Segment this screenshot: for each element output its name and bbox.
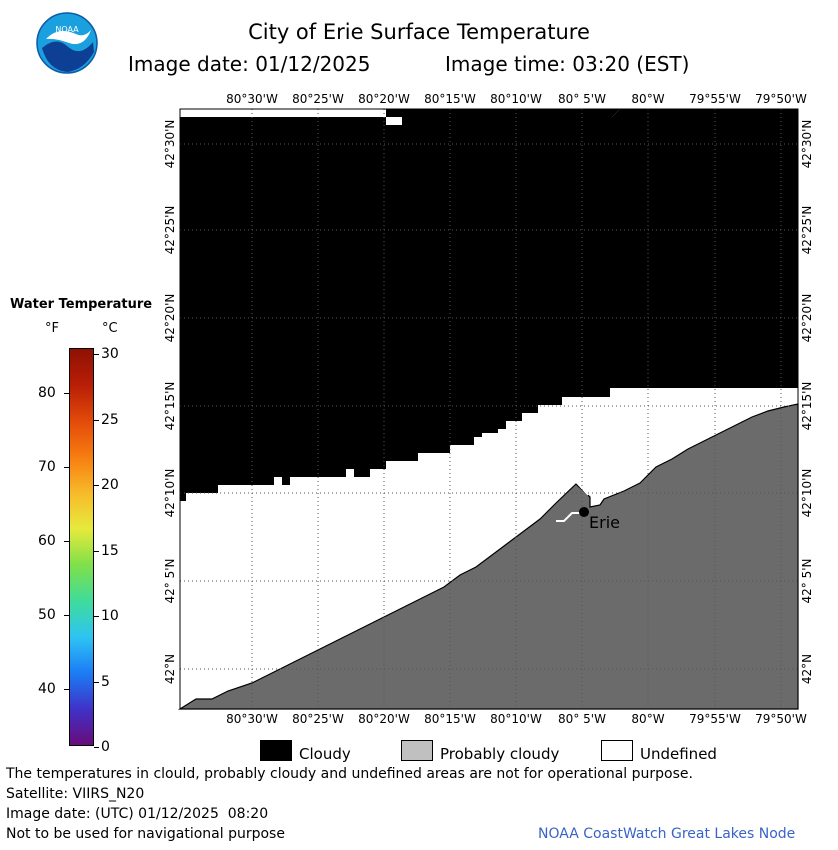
fahrenheit-tick-70: 70 — [38, 459, 56, 475]
celsius-tick-20: 20 — [101, 477, 119, 493]
cloud-mask-main — [180, 109, 798, 501]
satellite-text: Satellite: VIIRS_N20 — [6, 786, 145, 802]
shore-outline — [179, 480, 589, 708]
longitude-label-bottom-6: 80°W — [631, 712, 665, 726]
latitude-label-right-0: 42°30'N — [800, 119, 814, 169]
fahrenheit-tick-mark — [64, 467, 69, 468]
longitude-label-top-8: 79°50'W — [755, 92, 807, 106]
probably-cloudy-swatch — [401, 740, 433, 761]
legend-title: Water Temperature — [10, 297, 153, 312]
longitude-label-top-4: 80°10'W — [490, 92, 542, 106]
celsius-tick-10: 10 — [101, 608, 119, 624]
image-time: Image time: 03:20 (EST) — [445, 52, 690, 76]
celsius-tick-mark — [94, 681, 99, 683]
fahrenheit-tick-mark — [64, 393, 69, 394]
fahrenheit-tick-80: 80 — [38, 385, 56, 401]
map-frame — [179, 108, 799, 710]
longitude-label-top-5: 80° 5'W — [558, 92, 606, 106]
fahrenheit-tick-mark — [64, 615, 69, 616]
erie-city-marker — [579, 507, 589, 517]
latitude-label-right-6: 42°N — [800, 653, 814, 685]
latitude-label-left-2: 42°20'N — [163, 293, 177, 343]
latitude-label-left-1: 42°25'N — [163, 205, 177, 255]
page-title: City of Erie Surface Temperature — [248, 20, 590, 44]
longitude-label-top-7: 79°55'W — [689, 92, 741, 106]
longitude-label-bottom-3: 80°15'W — [424, 712, 476, 726]
latitude-label-right-3: 42°15'N — [800, 381, 814, 431]
celsius-tick-mark — [94, 485, 99, 486]
navigation-warning: Not to be used for navigational purpose — [6, 826, 285, 842]
fahrenheit-tick-50: 50 — [38, 607, 56, 623]
cloudy-swatch — [260, 740, 292, 761]
disclaimer-text: The temperatures in clould, probably clo… — [6, 766, 693, 782]
latitude-label-right-4: 42°10'N — [800, 468, 814, 518]
longitude-label-top-3: 80°15'W — [424, 92, 476, 106]
latitude-label-right-2: 42°20'N — [800, 293, 814, 343]
celsius-tick-5: 5 — [101, 673, 110, 690]
undefined-swatch — [601, 740, 633, 761]
undefined-label: Undefined — [640, 745, 717, 763]
harbor-spit — [556, 512, 584, 522]
celsius-tick-mark — [94, 550, 99, 552]
longitude-label-bottom-8: 79°50'W — [755, 712, 807, 726]
longitude-label-bottom-7: 79°55'W — [689, 712, 741, 726]
longitude-label-bottom-4: 80°10'W — [490, 712, 542, 726]
fahrenheit-tick-40: 40 — [38, 681, 56, 697]
latitude-label-left-6: 42°N — [163, 653, 177, 685]
graticule — [180, 109, 798, 709]
noaa-logo: NOAA — [36, 12, 98, 74]
color-scale-bar — [69, 348, 94, 746]
latitude-label-left-0: 42°30'N — [163, 119, 177, 169]
longitude-label-top-1: 80°25'W — [292, 92, 344, 106]
longitude-label-bottom-2: 80°20'W — [358, 712, 410, 726]
celsius-tick-30: 30 — [101, 346, 119, 362]
latitude-label-right-5: 42° 5'N — [800, 558, 814, 604]
fahrenheit-tick-mark — [64, 541, 69, 542]
fahrenheit-tick-60: 60 — [38, 533, 56, 549]
credit-link[interactable]: NOAA CoastWatch Great Lakes Node — [538, 826, 796, 842]
celsius-tick-15: 15 — [101, 542, 119, 559]
legend-unit-celsius: °C — [102, 321, 118, 336]
celsius-tick-mark — [94, 747, 99, 748]
latitude-label-right-1: 42°25'N — [800, 205, 814, 255]
celsius-tick-0: 0 — [101, 739, 110, 755]
city-label: Erie — [589, 513, 620, 532]
image-date: Image date: 01/12/2025 — [128, 52, 371, 76]
celsius-tick-mark — [94, 616, 99, 617]
longitude-label-top-2: 80°20'W — [358, 92, 410, 106]
cloud-mask — [180, 109, 620, 173]
longitude-label-bottom-5: 80° 5'W — [558, 712, 606, 726]
longitude-label-bottom-1: 80°25'W — [292, 712, 344, 726]
probably-cloudy-label: Probably cloudy — [440, 745, 560, 763]
cloudy-label: Cloudy — [299, 745, 351, 763]
latitude-label-left-3: 42°15'N — [163, 381, 177, 431]
latitude-label-left-5: 42° 5'N — [163, 558, 177, 604]
longitude-label-bottom-0: 80°30'W — [226, 712, 278, 726]
fahrenheit-tick-mark — [64, 689, 69, 690]
legend-unit-fahrenheit: °F — [45, 321, 59, 336]
longitude-label-top-0: 80°30'W — [226, 92, 278, 106]
celsius-tick-mark — [94, 354, 99, 355]
land-area — [177, 403, 799, 710]
logo-text: NOAA — [55, 25, 79, 34]
celsius-tick-mark — [94, 419, 99, 421]
utc-date-text: Image date: (UTC) 01/12/2025 08:20 — [6, 806, 269, 822]
celsius-tick-25: 25 — [101, 411, 119, 428]
latitude-label-left-4: 42°10'N — [163, 468, 177, 518]
longitude-label-top-6: 80°W — [631, 92, 665, 106]
